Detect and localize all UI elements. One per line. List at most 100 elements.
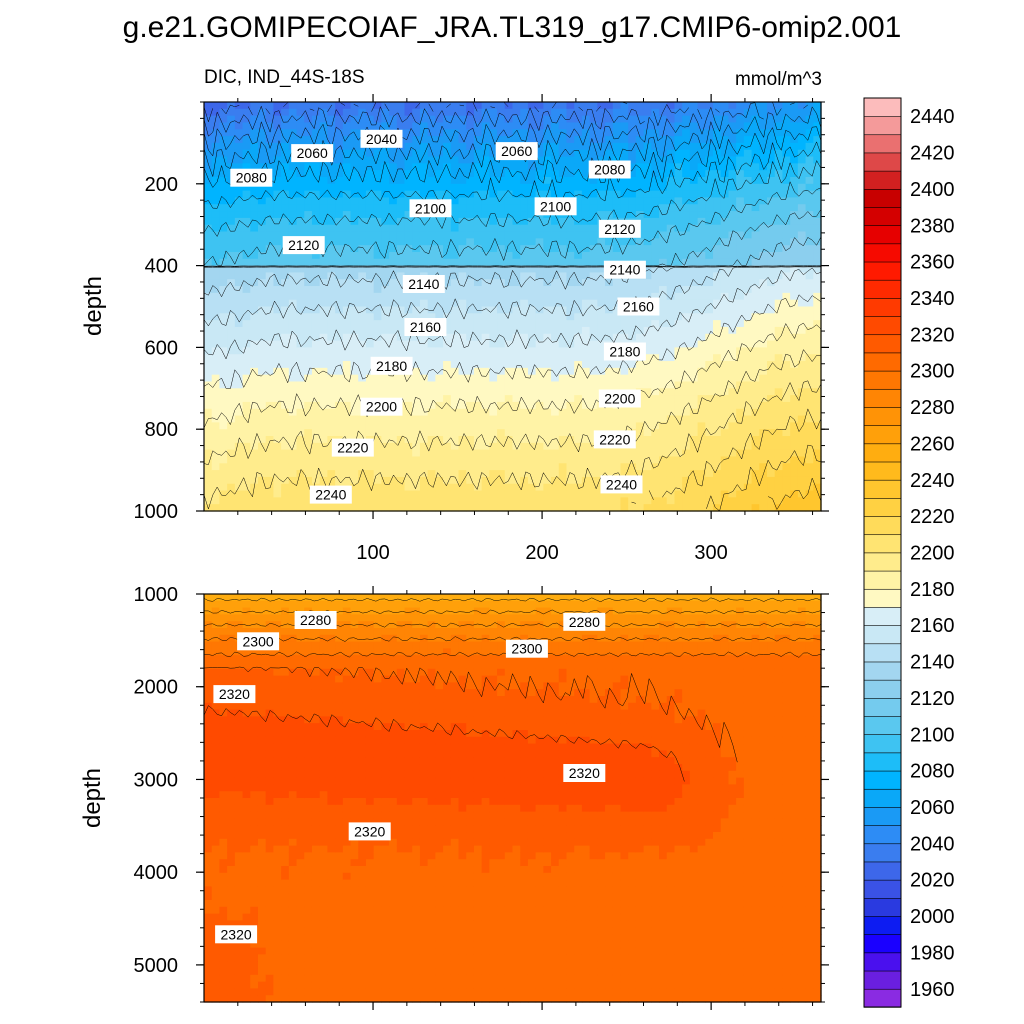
contour-fill-cell	[566, 504, 575, 512]
contour-fill-cell	[234, 395, 244, 403]
contour-fill-cell	[404, 395, 413, 403]
contour-fill-cell	[473, 292, 483, 301]
contour-fill-cell	[551, 415, 560, 423]
contour-fill-cell	[527, 115, 537, 124]
contour-fill-cell	[535, 408, 544, 417]
contour-fill-cell	[273, 340, 282, 348]
contour-fill-cell	[520, 320, 529, 328]
contour-fill-cell	[543, 183, 552, 192]
contour-fill-cell	[350, 401, 359, 410]
contour-fill-cell	[427, 136, 436, 144]
contour-fill-cell	[473, 456, 483, 464]
contour-fill-cell	[365, 299, 375, 308]
contour-fill-cell	[643, 115, 652, 124]
contour-fill-cell	[581, 136, 591, 144]
contour-fill-cell	[304, 272, 313, 280]
contour-fill-cell	[736, 463, 745, 471]
contour-fill-cell	[304, 286, 313, 294]
contour-fill-cell	[751, 231, 760, 239]
contour-fill-cell	[543, 292, 552, 301]
contour-fill-cell	[227, 102, 236, 110]
contour-fill-cell	[551, 354, 560, 362]
contour-fill-cell	[257, 163, 267, 171]
contour-fill-cell	[473, 211, 483, 219]
contour-fill-cell	[728, 333, 737, 342]
contour-fill-cell	[535, 401, 544, 410]
contour-fill-cell	[743, 361, 753, 369]
contour-fill-cell	[373, 265, 382, 274]
contour-fill-cell	[651, 374, 660, 383]
contour-fill-cell	[319, 449, 328, 458]
contour-fill-cell	[466, 142, 475, 151]
contour-fill-cell	[311, 320, 321, 328]
contour-fill-cell	[365, 102, 375, 110]
contour-fill-cell	[296, 497, 305, 505]
contour-fill-cell	[566, 313, 575, 321]
contour-fill-cell	[234, 408, 244, 417]
contour-fill-cell	[682, 292, 691, 301]
contour-fill-cell	[450, 476, 460, 485]
contour-fill-cell	[234, 163, 244, 171]
contour-fill-cell	[543, 122, 552, 130]
contour-fill-cell	[543, 115, 552, 124]
contour-fill-cell	[520, 176, 529, 185]
contour-fill-cell	[304, 265, 313, 274]
contour-fill-cell	[489, 251, 498, 260]
contour-fill-cell	[389, 306, 398, 314]
contour-fill-cell	[790, 476, 799, 485]
contour-fill-cell	[790, 272, 799, 280]
contour-fill-cell	[342, 395, 352, 403]
contour-fill-cell	[219, 313, 228, 321]
contour-fill-cell	[651, 415, 660, 423]
contour-fill-cell	[543, 265, 552, 274]
contour-fill-cell	[612, 333, 622, 342]
contour-fill-cell	[728, 115, 737, 124]
contour-fill-cell	[751, 408, 760, 417]
contour-fill-cell	[805, 163, 814, 171]
contour-fill-cell	[458, 197, 467, 205]
contour-fill-cell	[666, 286, 676, 294]
contour-fill-cell	[659, 429, 668, 437]
contour-fill-cell	[450, 401, 460, 410]
contour-fill-cell	[605, 286, 614, 294]
contour-fill-cell	[697, 320, 706, 328]
contour-fill-cell	[504, 463, 514, 471]
contour-fill-cell	[257, 388, 267, 396]
contour-fill-cell	[651, 313, 660, 321]
contour-fill-cell	[427, 306, 436, 314]
contour-fill-cell	[512, 313, 521, 321]
contour-fill-cell	[373, 251, 382, 260]
contour-fill-cell	[558, 381, 568, 389]
contour-fill-cell	[813, 408, 822, 417]
contour-fill-cell	[628, 463, 637, 471]
contour-fill-cell	[296, 326, 305, 335]
contour-fill-cell	[443, 286, 452, 294]
contour-fill-cell	[234, 463, 244, 471]
contour-fill-cell	[520, 299, 529, 308]
contour-fill-cell	[311, 395, 321, 403]
contour-fill-cell	[774, 408, 784, 417]
contour-fill-cell	[365, 224, 375, 233]
contour-fill-cell	[736, 211, 745, 219]
contour-fill-cell	[666, 142, 676, 151]
contour-fill-cell	[620, 422, 629, 430]
contour-fill-cell	[335, 429, 344, 437]
contour-fill-cell	[751, 361, 760, 369]
contour-fill-cell	[659, 347, 668, 355]
contour-fill-cell	[450, 456, 460, 464]
contour-fill-cell	[635, 142, 645, 151]
contour-fill-cell	[481, 476, 490, 485]
contour-fill-cell	[250, 340, 259, 348]
contour-fill-cell	[234, 149, 244, 158]
contour-fill-cell	[605, 449, 614, 458]
contour-fill-cell	[466, 476, 475, 485]
contour-fill-cell	[767, 401, 776, 410]
contour-fill-cell	[682, 163, 691, 171]
contour-fill-cell	[535, 388, 544, 396]
contour-fill-cell	[797, 388, 807, 396]
contour-fill-cell	[265, 463, 275, 471]
contour-fill-cell	[713, 115, 722, 124]
contour-fill-cell	[597, 176, 606, 185]
contour-fill-cell	[304, 320, 313, 328]
contour-fill-cell	[342, 279, 352, 287]
